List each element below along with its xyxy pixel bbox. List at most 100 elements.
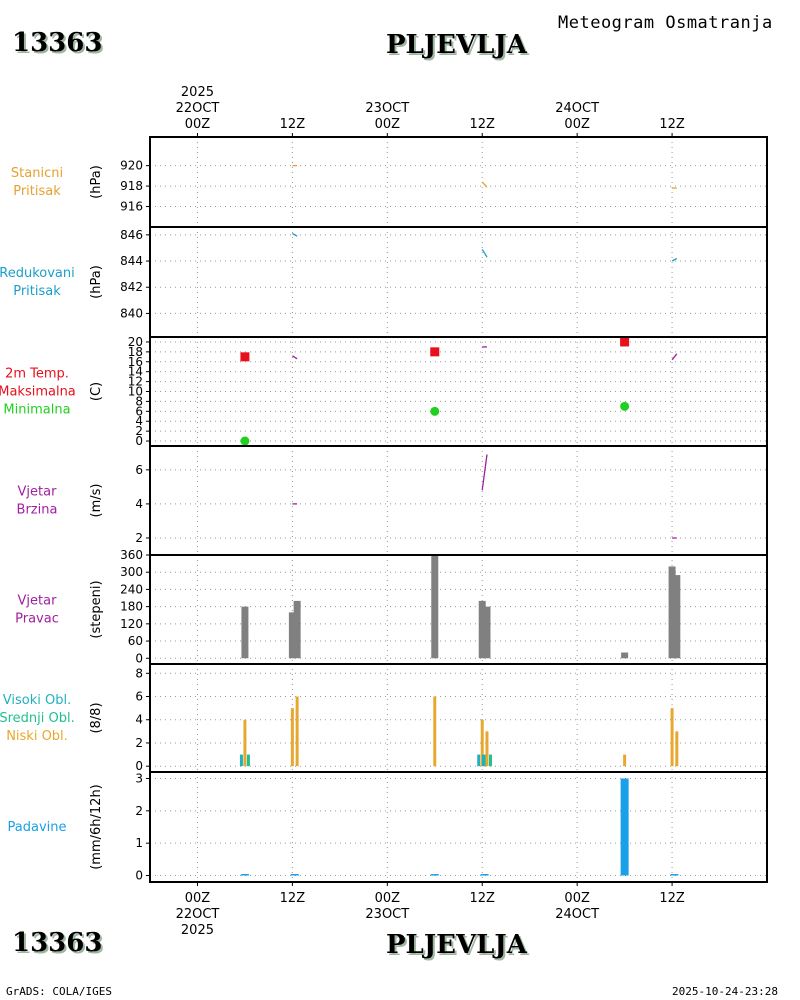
panel-wind_speed: [146, 445, 768, 556]
wind-dir-bar: [293, 600, 301, 659]
x-tick-label-bottom: 00Z: [185, 891, 211, 906]
panel-label: Maksimalna: [0, 385, 76, 400]
y-tick-label: 120: [120, 617, 143, 631]
precip-bar: [240, 874, 249, 876]
x-tick-label-bottom: 12Z: [659, 891, 685, 906]
panel-frame: [149, 771, 768, 883]
y-tick-label: 3: [135, 771, 143, 785]
precip-bar: [620, 778, 629, 876]
y-tick-label: 4: [135, 497, 143, 511]
y-tick-label: 20: [128, 335, 143, 349]
render-timestamp: 2025-10-24-23:28: [672, 985, 778, 998]
panel-label: Pritisak: [13, 184, 61, 199]
x-tick-label-top: 00Z: [185, 117, 211, 132]
mid-cloud-bar: [488, 754, 492, 767]
series-line: [292, 355, 298, 360]
x-tick-label-top: 24OCT: [555, 101, 599, 116]
wind-dir-bar: [431, 555, 439, 659]
x-tick-label-top: 12Z: [470, 117, 496, 132]
unit-label: (m/s): [89, 484, 104, 518]
series-line: [671, 257, 678, 262]
y-tick-label: 918: [120, 179, 143, 193]
station-name-bottom: PLJEVLJA: [386, 930, 527, 960]
panel-precip: [146, 771, 768, 883]
series-line: [481, 248, 488, 258]
unit-label: (stepeni): [89, 580, 104, 638]
panel-label: Vjetar: [18, 594, 58, 609]
unit-label: (C): [89, 382, 104, 401]
x-tick-label-top: 2025: [181, 85, 214, 100]
panel-label: Srednji Obl.: [0, 711, 75, 726]
wind-dir-bar: [478, 600, 486, 659]
y-tick-label: 14: [128, 365, 143, 379]
station-id-bottom: 13363: [12, 928, 103, 958]
high-cloud-bar: [481, 754, 485, 767]
y-tick-label: 0: [135, 434, 143, 448]
y-tick-label: 180: [120, 600, 143, 614]
panel-label: Visoki Obl.: [3, 693, 71, 708]
y-tick-label: 4: [135, 713, 143, 727]
low-cloud-bar: [433, 696, 437, 767]
panel-label: Brzina: [17, 503, 58, 518]
tmax-marker: [620, 337, 630, 347]
wind-dir-bar: [673, 575, 681, 659]
low-cloud-bar: [243, 719, 247, 767]
panel-clouds: [146, 663, 768, 773]
meteogram-subtitle: Meteogram Osmatranja: [558, 13, 773, 33]
x-tick-label-bottom: 2025: [181, 923, 214, 938]
precip-bar: [290, 874, 299, 876]
low-cloud-bar: [623, 754, 627, 767]
x-tick-label-bottom: 00Z: [375, 891, 401, 906]
panel-label: Minimalna: [3, 403, 70, 418]
mid-cloud-bar: [246, 754, 250, 767]
y-tick-label: 360: [120, 548, 143, 562]
series-line: [671, 353, 678, 361]
y-tick-label: 2: [135, 736, 143, 750]
unit-label: (8/8): [89, 702, 104, 733]
x-tick-label-top: 12Z: [659, 117, 685, 132]
y-tick-label: 300: [120, 565, 143, 579]
y-tick-label: 240: [120, 582, 143, 596]
x-tick-label-top: 00Z: [564, 117, 590, 132]
y-tick-label: 2: [135, 804, 143, 818]
panel-frame: [149, 445, 768, 556]
y-tick-label: 2: [135, 531, 143, 545]
precip-bar: [670, 874, 679, 876]
y-tick-label: 10: [128, 385, 143, 399]
unit-label: (mm/6h/12h): [89, 784, 104, 870]
x-tick-label-top: 22OCT: [176, 101, 220, 116]
wind-dir-bar: [483, 606, 491, 659]
tmax-marker: [430, 347, 440, 357]
x-tick-label-bottom: 12Z: [280, 891, 306, 906]
x-tick-label-bottom: 23OCT: [365, 907, 409, 922]
panel-reduced: [146, 226, 768, 338]
y-tick-label: 16: [128, 355, 143, 369]
y-tick-label: 8: [135, 394, 143, 408]
low-cloud-bar: [670, 708, 674, 767]
panel-wind_dir: [146, 554, 768, 665]
low-cloud-bar: [290, 708, 294, 767]
low-cloud-bar: [485, 731, 489, 767]
tmax-marker: [240, 352, 250, 362]
series-line: [481, 454, 488, 491]
x-tick-label-bottom: 22OCT: [176, 907, 220, 922]
y-tick-label: 916: [120, 200, 143, 214]
y-tick-label: 12: [128, 375, 143, 389]
unit-label: (hPa): [89, 265, 104, 299]
panel-label: Pritisak: [13, 284, 61, 299]
panel-label: Niski Obl.: [6, 729, 68, 744]
y-tick-label: 60: [128, 634, 143, 648]
grads-credit: GrADS: COLA/IGES: [6, 985, 112, 998]
y-tick-label: 6: [135, 404, 143, 418]
panel-frame: [149, 226, 768, 338]
panel-label: Redukovani: [0, 266, 75, 281]
y-tick-label: 8: [135, 666, 143, 680]
y-tick-label: 846: [120, 228, 143, 242]
x-tick-label-bottom: 00Z: [564, 891, 590, 906]
tmin-marker: [240, 436, 250, 446]
tmin-marker: [430, 406, 440, 416]
precip-bar: [480, 874, 489, 876]
y-tick-label: 2: [135, 424, 143, 438]
series-line: [292, 232, 298, 237]
